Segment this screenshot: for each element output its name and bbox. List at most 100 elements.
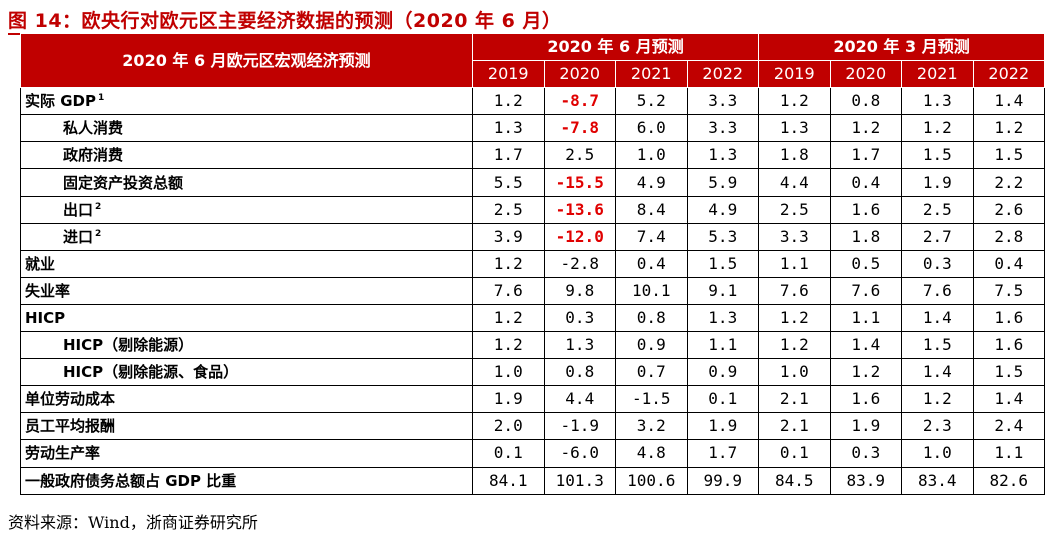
row-label: 单位劳动成本 [20,385,473,414]
table-body: 实际 GDP 1 1.2 -8.7 5.2 3.3 1.2 0.8 1.3 1.4 私人消费 1.3-… [20,87,1046,495]
row-label-text: HICP（剔除能源、食品） [63,363,239,382]
row-label-text: 失业率 [25,281,71,300]
value-cell: -13.6 [543,195,616,224]
year-header-cell: 2022 [972,60,1046,89]
value-cell: 1.1 [686,331,760,360]
value-cell: 1.1 [972,439,1046,468]
value-cell: 4.9 [686,195,760,224]
row-label-text: 进口 [63,227,94,246]
value-cell: 1.2 [472,249,545,278]
value-cell: 5.2 [615,87,688,116]
table-row: HICP（剔除能源） 1.2 1.3 0.9 1.1 1.2 1.4 1.5 1.6 [20,331,1046,360]
value-cell: 1.5 [686,249,760,278]
row-label-text: 劳动生产率 [25,444,101,463]
value-cell: 2.2 [972,168,1046,197]
forecast-table: 2020 年 6 月欧元区宏观经济预测 2020 年 6 月预测 2020 年 … [20,32,1046,495]
value-cell: 1.6 [972,331,1046,360]
value-cell: 7.6 [901,276,974,305]
value-cell: 0.4 [972,249,1046,278]
row-label: 劳动生产率 [20,439,473,468]
value-cell: -8.7 [543,87,616,116]
value-cell: 1.1 [829,303,903,333]
value-cell: 7.6 [829,276,903,305]
value-cell: 4.9 [615,168,688,197]
value-cell: -2.8 [543,249,616,278]
row-label: 私人消费 [20,114,473,143]
row-label-text: HICP（剔除能源） [63,336,194,355]
value-cell: 1.2 [901,385,974,414]
value-cell: 0.9 [686,358,760,387]
value-cell: 2.8 [972,222,1046,251]
table-row: 出口 2 2.5 -13.6 8.4 4.9 2.5 1.6 2.5 2.6 [20,195,1046,224]
value-cell: -6.0 [543,439,616,468]
value-cell: 0.3 [901,249,974,278]
value-cell: 84.5 [758,466,831,495]
value-cell: 84.1 [472,466,545,495]
value-cell: 1.2 [829,114,903,143]
row-label-text: 就业 [25,254,56,273]
value-cell: 10.1 [615,276,688,305]
table-row: HICP（剔除能源、食品） 1.0 0.8 0.7 0.9 1.0 1.2 1.4 1.5 [20,358,1046,387]
row-label: 政府消费 [20,141,473,170]
row-label: 实际 GDP 1 [20,87,473,116]
value-cell: 4.4 [758,168,831,197]
table-row: 就业 1.2 -2.8 0.4 1.5 1.1 0.5 0.3 0.4 [20,249,1046,278]
value-cell: 2.5 [543,141,616,170]
value-cell: 9.8 [543,276,616,305]
row-label: 员工平均报酬 [20,412,473,441]
value-cell: 7.5 [972,276,1046,305]
value-cell: 1.1 [758,249,831,278]
value-cell: 100.6 [615,466,688,495]
value-cell: 1.5 [972,141,1046,170]
value-cell: 2.6 [972,195,1046,224]
row-label-text: 私人消费 [63,119,124,138]
value-cell: 1.2 [829,358,903,387]
value-cell: 0.8 [543,358,616,387]
value-cell: 1.2 [758,331,831,360]
row-label-text: 政府消费 [63,146,124,165]
year-header-row: 2019 2020 2021 2022 2019 2020 2021 2022 [21,60,1046,89]
value-cell: 4.8 [615,439,688,468]
value-cell: 1.3 [543,331,616,360]
value-cell: 1.6 [829,385,903,414]
value-cell: 1.2 [472,303,545,333]
june-forecast-header: 2020 年 6 月预测 [471,32,760,62]
value-cell: 2.5 [758,195,831,224]
table-row: 政府消费 1.7 2.5 1.0 1.3 1.8 1.7 1.5 1.5 [20,141,1046,170]
footnote-marker: 2 [95,201,102,212]
value-cell: 5.9 [686,168,760,197]
row-label: HICP [20,303,473,333]
value-cell: 1.9 [901,168,974,197]
row-label-text: 员工平均报酬 [25,417,116,436]
value-cell: 1.2 [472,331,545,360]
table-row: 私人消费 1.3 -7.8 6.0 3.3 1.3 1.2 1.2 1.2 [20,114,1046,143]
row-label: 就业 [20,249,473,278]
value-cell: 9.1 [686,276,760,305]
value-cell: 1.3 [686,303,760,333]
year-header-cell: 2020 [829,60,903,89]
value-cell: 0.8 [829,87,903,116]
value-cell: 99.9 [686,466,760,495]
row-label: 一般政府债务总额占 GDP 比重 [20,466,473,495]
value-cell: 1.0 [901,439,974,468]
value-cell: 1.2 [901,114,974,143]
value-cell: 3.9 [472,222,545,251]
value-cell: 1.0 [758,358,831,387]
table-row: 单位劳动成本 1.9 4.4 -1.5 0.1 2.1 1.6 1.2 1.4 [20,385,1046,414]
value-cell: 2.0 [472,412,545,441]
row-label: HICP（剔除能源、食品） [20,358,473,387]
value-cell: 0.5 [829,249,903,278]
table-row: 固定资产投资总额 5.5 -15.5 4.9 5.9 4.4 0.4 1.9 2.2 [20,168,1046,197]
row-label: 出口 2 [20,195,473,224]
value-cell: 2.7 [901,222,974,251]
value-cell: 83.9 [829,466,903,495]
value-cell: 3.3 [686,87,760,116]
value-cell: 1.3 [472,114,545,143]
row-label-text: HICP [25,308,66,327]
value-cell: 1.4 [972,385,1046,414]
value-cell: -12.0 [543,222,616,251]
value-cell: 0.1 [758,439,831,468]
value-cell: 1.4 [972,87,1046,116]
value-cell: 2.1 [758,385,831,414]
year-header-cell: 2021 [615,60,688,89]
